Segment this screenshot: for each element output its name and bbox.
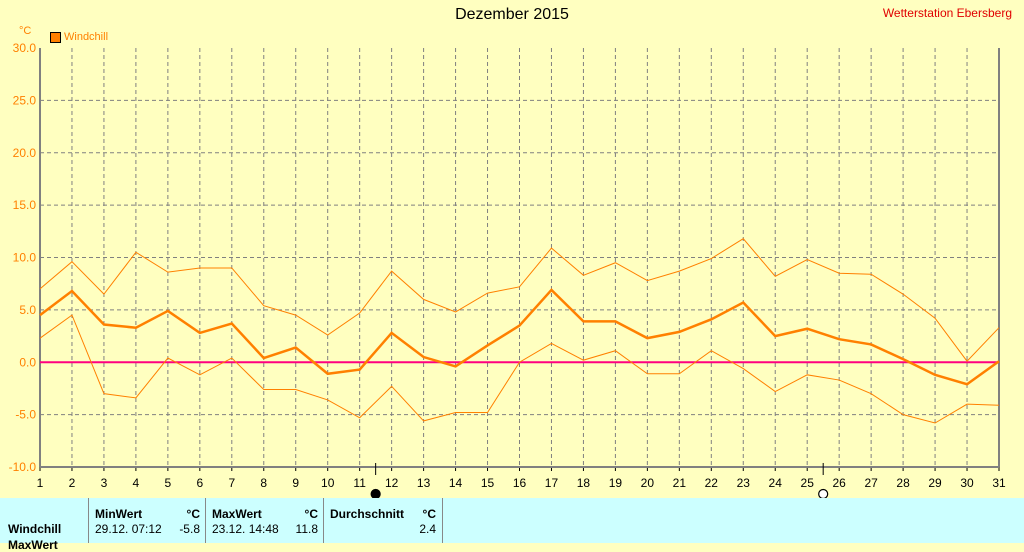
x-tick-label: 31 xyxy=(992,476,1006,490)
x-tick-label: 7 xyxy=(228,476,235,490)
x-tick-label: 18 xyxy=(577,476,591,490)
avg-header: Durchschnitt xyxy=(330,507,404,521)
min-column: MinWert °C 29.12. 07:12 -5.8 xyxy=(88,498,206,543)
row-label-maxwert: MaxWert xyxy=(8,538,58,552)
x-tick-label: 25 xyxy=(801,476,815,490)
x-tick-label: 9 xyxy=(292,476,299,490)
x-tick-label: 10 xyxy=(321,476,335,490)
x-tick-label: 19 xyxy=(609,476,623,490)
stats-panel: Windchill MaxWert MinWert °C 29.12. 07:1… xyxy=(0,498,1024,543)
x-tick-label: 3 xyxy=(101,476,108,490)
x-tick-label: 30 xyxy=(960,476,974,490)
x-tick-label: 27 xyxy=(864,476,878,490)
x-tick-label: 16 xyxy=(513,476,527,490)
row-label-windchill: Windchill xyxy=(8,522,61,536)
x-tick-label: 8 xyxy=(260,476,267,490)
min-unit: °C xyxy=(187,507,200,521)
y-tick-label: 5.0 xyxy=(19,303,36,317)
x-tick-label: 28 xyxy=(896,476,910,490)
y-tick-label: 10.0 xyxy=(13,251,37,265)
y-tick-label: 15.0 xyxy=(13,198,37,212)
y-tick-label: 30.0 xyxy=(13,41,37,55)
x-tick-label: 12 xyxy=(385,476,399,490)
max-unit: °C xyxy=(305,507,318,521)
max-column: MaxWert °C 23.12. 14:48 11.8 xyxy=(205,498,324,543)
y-tick-label: -5.0 xyxy=(15,408,36,422)
x-tick-label: 2 xyxy=(69,476,76,490)
y-tick-label: -10.0 xyxy=(9,460,37,474)
x-tick-label: 21 xyxy=(673,476,687,490)
x-tick-label: 11 xyxy=(353,476,366,490)
avg-value: 2.4 xyxy=(419,522,436,536)
x-tick-label: 17 xyxy=(545,476,559,490)
x-tick-label: 23 xyxy=(737,476,751,490)
x-tick-label: 15 xyxy=(481,476,495,490)
x-tick-label: 22 xyxy=(705,476,719,490)
x-tick-label: 13 xyxy=(417,476,431,490)
avg-unit: °C xyxy=(423,507,436,521)
x-tick-label: 29 xyxy=(928,476,942,490)
x-tick-label: 14 xyxy=(449,476,463,490)
x-tick-label: 5 xyxy=(165,476,172,490)
x-tick-label: 4 xyxy=(133,476,140,490)
min-date: 29.12. 07:12 xyxy=(95,522,162,536)
max-date: 23.12. 14:48 xyxy=(212,522,279,536)
y-tick-label: 0.0 xyxy=(19,355,36,369)
y-tick-label: 25.0 xyxy=(13,93,37,107)
x-tick-label: 6 xyxy=(196,476,203,490)
max-value: 11.8 xyxy=(296,522,318,536)
y-tick-label: 20.0 xyxy=(13,146,37,160)
max-header: MaxWert xyxy=(212,507,262,521)
x-tick-label: 26 xyxy=(832,476,846,490)
min-value: -5.8 xyxy=(179,522,200,536)
min-header: MinWert xyxy=(95,507,142,521)
x-tick-label: 20 xyxy=(641,476,655,490)
x-tick-label: 24 xyxy=(769,476,783,490)
x-tick-label: 1 xyxy=(37,476,44,490)
avg-column: Durchschnitt °C 2.4 xyxy=(323,498,443,543)
